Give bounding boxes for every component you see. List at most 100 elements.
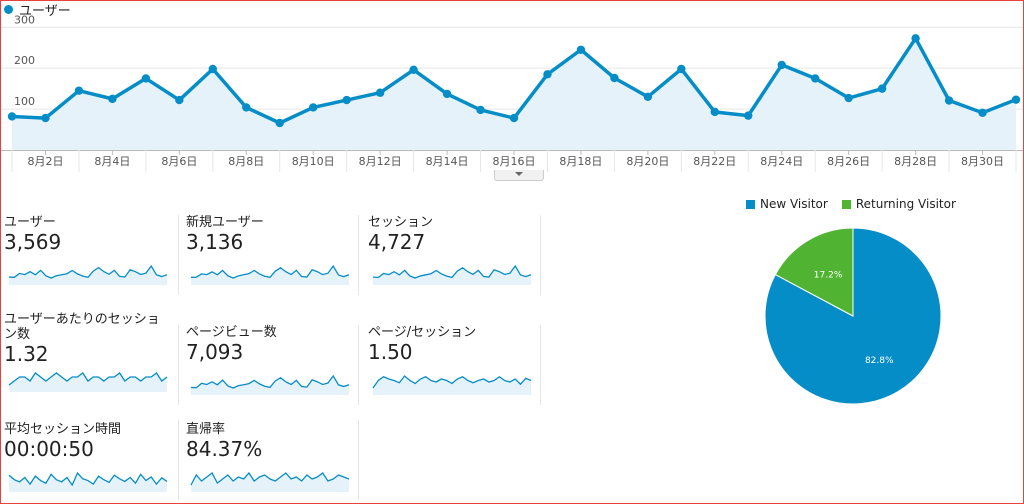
x-tick-label: 8月10日 — [292, 155, 335, 168]
visitor-type-pie-chart[interactable]: 82.8% 17.2% — [764, 228, 944, 408]
y-tick-label: 100 — [14, 95, 35, 108]
data-point — [242, 103, 251, 112]
data-point — [141, 74, 151, 83]
legend-swatch-returning — [841, 199, 851, 209]
column-divider — [178, 325, 179, 405]
metric-value: 3,136 — [186, 230, 244, 254]
x-tick-label: 8月30日 — [961, 155, 1004, 168]
metric-tile[interactable]: ページビュー数 7,093 — [186, 325, 352, 395]
users-line-chart[interactable]: 100 200 300 8月2日 8月4日 8月6日 8月8日 8月10日 8月12日 8月14日… — [0, 0, 1024, 180]
metric-label: ユーザー — [4, 215, 56, 230]
metric-label: 新規ユーザー — [186, 215, 264, 230]
x-tick-label: 8月14日 — [426, 155, 469, 168]
metric-tile[interactable]: 直帰率 84.37% — [186, 422, 352, 492]
sparkline — [8, 264, 168, 285]
data-point — [275, 118, 284, 128]
pie-legend[interactable]: New Visitor Returning Visitor — [746, 197, 956, 211]
metric-label: ページ/セッション — [368, 325, 477, 340]
data-point — [877, 84, 887, 93]
data-point — [610, 73, 619, 83]
data-point — [442, 89, 452, 99]
sparkline — [372, 375, 532, 395]
sparkline-line — [372, 264, 532, 279]
metric-tile[interactable]: ユーザーあたりのセッション数 1.32 — [4, 312, 170, 392]
metric-value: 1.50 — [368, 340, 413, 364]
sparkline — [190, 264, 350, 285]
column-divider — [540, 325, 541, 405]
sparkline — [190, 374, 350, 395]
sparkline-area — [191, 376, 349, 395]
data-point — [978, 108, 987, 117]
data-point — [175, 95, 184, 105]
sparkline-line — [8, 264, 168, 279]
metric-tile[interactable]: セッション 4,727 — [368, 215, 534, 285]
data-point — [309, 103, 318, 112]
series-area — [12, 38, 1016, 151]
sparkline-area — [373, 376, 531, 395]
column-divider — [358, 420, 359, 500]
sparkline — [8, 471, 168, 492]
x-tick-label: 8月22日 — [693, 155, 736, 168]
data-point — [74, 86, 84, 95]
metric-tile[interactable]: ユーザー 3,569 — [4, 215, 170, 285]
legend-item-returning-visitor[interactable]: Returning Visitor — [841, 197, 956, 211]
main-chart-legend-label: ユーザー — [19, 4, 71, 19]
data-point — [108, 94, 117, 104]
data-point — [677, 64, 686, 74]
column-divider — [178, 215, 179, 295]
data-point — [576, 45, 586, 54]
x-tick-label: 8月16日 — [493, 155, 536, 168]
metric-value: 4,727 — [368, 230, 426, 254]
metric-label: セッション — [368, 215, 434, 230]
main-chart-legend[interactable]: ユーザー — [4, 0, 71, 19]
pie-slice-returning-visitor — [774, 228, 854, 317]
column-divider — [178, 420, 179, 500]
x-tick-label: 8月2日 — [27, 155, 63, 168]
column-divider — [540, 215, 541, 295]
sparkline-area — [191, 266, 349, 285]
x-tick-label: 8月18日 — [559, 155, 602, 168]
y-tick-label: 200 — [14, 54, 35, 67]
pie-value-label: 17.2% — [814, 270, 843, 280]
data-point — [844, 93, 853, 103]
data-point — [7, 112, 17, 121]
sparkline-area — [9, 373, 167, 392]
data-point — [744, 111, 753, 120]
metric-tile[interactable]: ページ/セッション 1.50 — [368, 325, 534, 395]
data-point — [342, 95, 351, 105]
metric-label: 直帰率 — [186, 422, 226, 437]
data-point — [911, 34, 920, 43]
x-tick-label: 8月8日 — [228, 155, 264, 168]
metric-value: 84.37% — [186, 437, 263, 461]
sparkline-area — [9, 473, 167, 492]
x-tick-label: 8月28日 — [894, 155, 937, 168]
data-point — [41, 113, 50, 123]
sparkline-line — [190, 471, 350, 486]
data-point — [643, 92, 653, 102]
legend-label-returning: Returning Visitor — [855, 197, 956, 211]
metric-label: 平均セッション時間 — [4, 422, 122, 437]
data-point — [409, 65, 418, 75]
metric-value: 00:00:50 — [4, 437, 94, 461]
pie-value-label: 82.8% — [865, 356, 894, 366]
series-dot-icon — [4, 5, 13, 14]
x-tick-label: 8月26日 — [827, 155, 870, 168]
data-point — [710, 107, 719, 117]
sparkline-line — [8, 471, 168, 487]
data-point — [208, 64, 217, 74]
collapse-chart-toggle[interactable] — [494, 170, 544, 181]
metric-value: 1.32 — [4, 342, 49, 366]
x-tick-label: 8月6日 — [161, 155, 197, 168]
data-point — [375, 88, 385, 97]
x-tick-label: 8月4日 — [94, 155, 130, 168]
metric-value: 3,569 — [4, 230, 62, 254]
metric-tile[interactable]: 平均セッション時間 00:00:50 — [4, 422, 170, 492]
data-point — [944, 96, 954, 105]
sparkline-line — [190, 374, 350, 389]
data-point — [509, 113, 519, 123]
metric-tile[interactable]: 新規ユーザー 3,136 — [186, 215, 352, 285]
sparkline-line — [372, 375, 532, 389]
legend-item-new-visitor[interactable]: New Visitor — [746, 197, 828, 211]
sparkline-line — [8, 372, 168, 386]
data-point — [476, 105, 485, 115]
